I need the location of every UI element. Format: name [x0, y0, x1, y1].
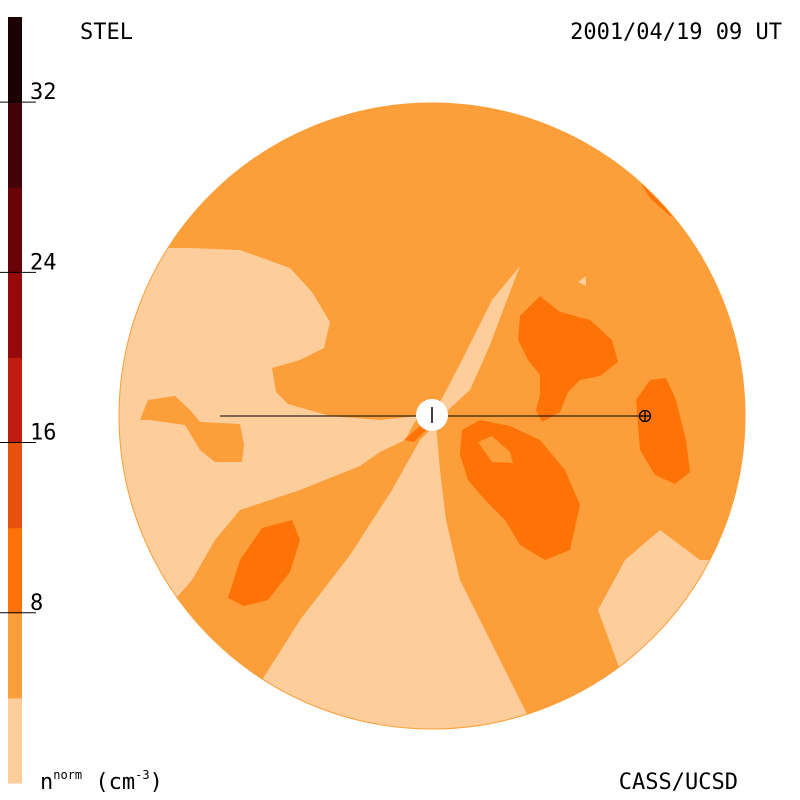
colorbar-band-7 — [8, 102, 22, 188]
colorbar-band-5 — [8, 272, 22, 358]
level-8-12-streak-center — [404, 426, 428, 442]
colorbar-band-3 — [8, 442, 22, 529]
level-0-4-wedge-north — [436, 266, 520, 410]
colorbar-unit-label: nnorm (cm-3) — [40, 769, 163, 794]
level-0-4-spot-north — [578, 276, 586, 286]
level-0-4-region-south — [262, 424, 530, 729]
colorbar-tick-label-24: 24 — [30, 250, 57, 275]
colorbar-band-2 — [8, 527, 22, 614]
unit-close: ) — [149, 770, 163, 795]
colorbar-tick-label-16: 16 — [30, 421, 57, 446]
unit-exponent: -3 — [135, 768, 150, 782]
timestamp-label: 2001/04/19 09 UT — [570, 20, 782, 45]
level-0-4-hole-center-east — [478, 436, 513, 463]
colorbar-bands — [8, 17, 22, 784]
colorbar-ticks: 8 16 24 32 — [0, 80, 57, 616]
disk-edge — [118, 102, 746, 730]
unit-superscript: norm — [53, 768, 83, 782]
colorbar-tick-label-8: 8 — [30, 591, 43, 616]
colorbar-band-1 — [8, 612, 22, 699]
colorbar-tick-label-32: 32 — [30, 80, 57, 105]
colorbar-band-0 — [8, 697, 22, 784]
level-4-8-patch-west — [140, 396, 244, 462]
credit-label: CASS/UCSD — [618, 770, 738, 795]
colorbar-band-8 — [8, 17, 22, 103]
colorbar-band-4 — [8, 357, 22, 444]
chart-title: STEL — [80, 20, 133, 45]
level-8-12-region-east — [518, 296, 618, 422]
level-8-12-region-far-east — [636, 378, 690, 484]
earth-icon — [638, 409, 652, 423]
colorbar: 8 16 24 32 — [0, 17, 57, 784]
colorbar-band-6 — [8, 187, 22, 273]
level-0-4-region-west — [119, 248, 418, 610]
unit-paren: (cm — [95, 770, 136, 795]
unit-base: n — [40, 770, 54, 795]
level-8-12-region-southwest — [228, 520, 300, 606]
